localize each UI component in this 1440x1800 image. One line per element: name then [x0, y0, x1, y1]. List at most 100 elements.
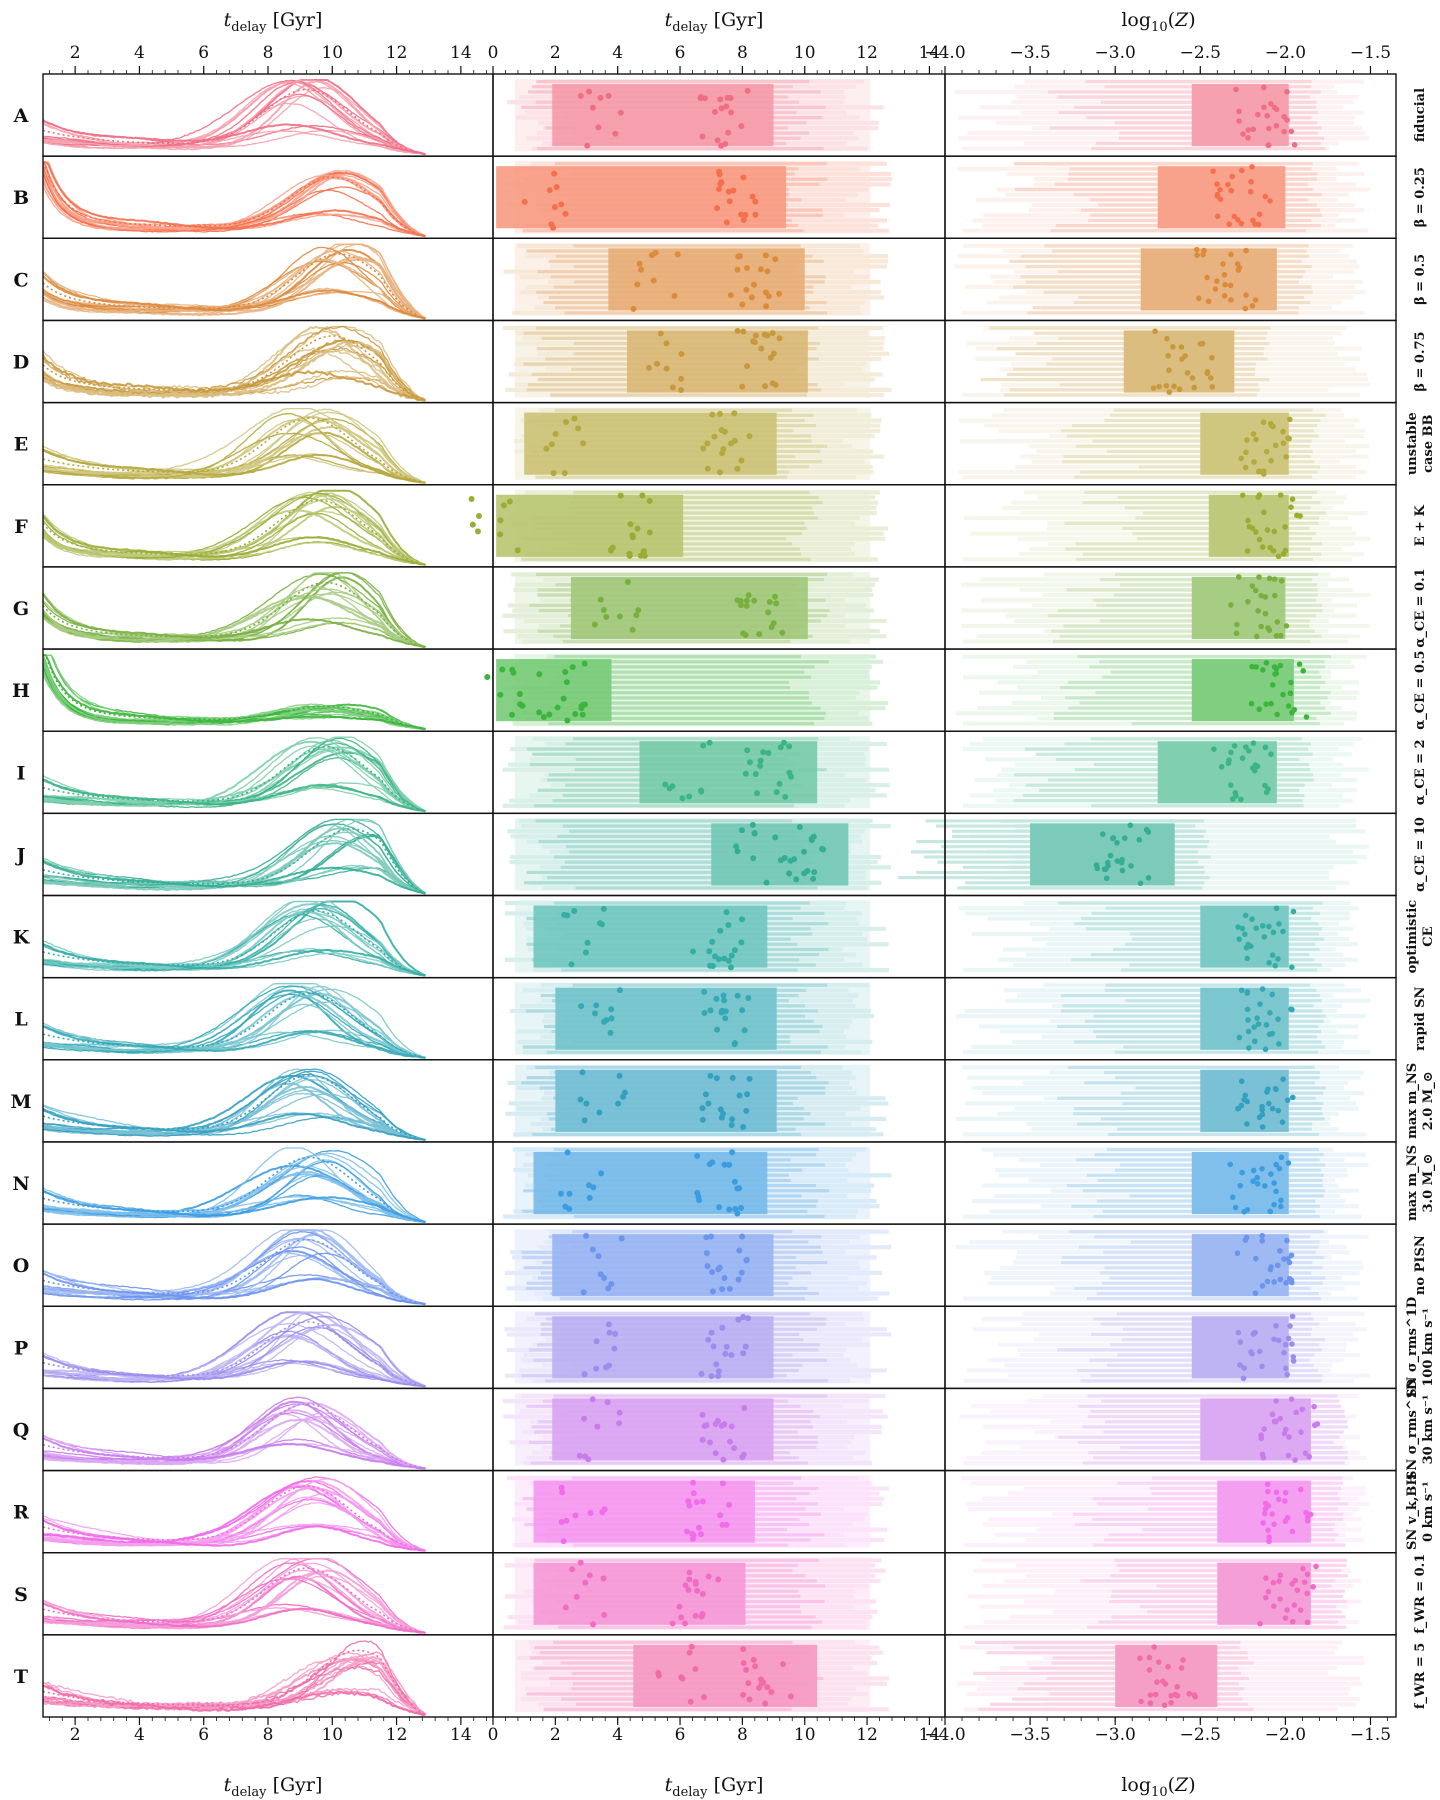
delay-curves-O [43, 1229, 426, 1306]
z-median-point [1228, 187, 1235, 194]
delay-curve [43, 79, 426, 155]
z-median-point [1234, 621, 1240, 628]
delay-curve [43, 818, 426, 895]
median-point [616, 987, 623, 994]
z-median-point [1299, 1406, 1306, 1413]
median-point [699, 1611, 706, 1618]
median-point [626, 550, 633, 557]
median-point [686, 793, 693, 800]
z-median-point [1251, 1038, 1258, 1045]
median-point [575, 425, 582, 432]
z-median-point [1311, 1403, 1317, 1410]
median-point [707, 1007, 714, 1014]
z-median-point [1166, 389, 1173, 395]
median-point [705, 1336, 712, 1343]
median-point [600, 905, 607, 912]
z-median-point [1277, 1203, 1284, 1210]
z-median-point [1256, 574, 1262, 580]
median-point [732, 1206, 739, 1213]
z-median-point [1237, 1339, 1244, 1345]
z-median-point [1289, 1313, 1296, 1320]
z-median-point [1217, 186, 1223, 193]
median-point [701, 1694, 708, 1701]
z-median-point [1268, 457, 1274, 464]
right-panel-frame [944, 1634, 1397, 1718]
z-median-point [1256, 492, 1263, 498]
median-point [708, 1373, 715, 1380]
z-median-point [1266, 959, 1272, 966]
median-point [739, 383, 746, 390]
z-median-point [1164, 335, 1170, 342]
median-point [706, 948, 713, 955]
z-median-point [1236, 108, 1242, 115]
z-median-point [1244, 1098, 1251, 1105]
z-median-point [1238, 167, 1245, 174]
median-point [764, 268, 771, 275]
z-median-point [1242, 931, 1248, 938]
median-point [776, 780, 783, 787]
z-bar-mid [1061, 429, 1314, 433]
delay-ranges-N [503, 1146, 892, 1220]
middle-bottom-tick-label: 6 [675, 1725, 686, 1745]
median-point [564, 1149, 571, 1156]
z-median-point [1260, 1520, 1266, 1526]
z-median-point [1275, 956, 1281, 962]
median-point [704, 465, 711, 472]
z-bar-mid [1080, 1379, 1322, 1383]
delay-curve [43, 325, 426, 402]
middle-bottom-tick-label: 8 [737, 1725, 748, 1745]
median-point [697, 1531, 704, 1538]
z-bar-mid [1092, 1497, 1341, 1501]
z-median-point [1265, 125, 1272, 132]
z-median-point [1310, 1584, 1316, 1590]
delay-curve [43, 1562, 426, 1634]
median-point [796, 823, 803, 830]
z-median-point [1258, 592, 1264, 599]
z-median-point [1304, 1619, 1311, 1626]
z-bar-mid [973, 1671, 1242, 1675]
delay-curve [43, 1418, 426, 1470]
delay-curves-R [43, 1476, 426, 1552]
z-median-point [1268, 700, 1274, 707]
z-median-point [1146, 1654, 1153, 1661]
z-median-point [1259, 1166, 1265, 1172]
z-median-point [1263, 1022, 1270, 1028]
delay-curve [43, 746, 426, 813]
z-bar-mid [1152, 1476, 1343, 1480]
z-median-point [1237, 1362, 1243, 1368]
range-bar-mid [530, 1461, 809, 1465]
left-top-tick-label: 14 [450, 43, 472, 63]
z-median-point [1267, 198, 1273, 204]
median-point [699, 1105, 706, 1112]
median-point [640, 548, 647, 555]
z-median-point [1276, 1578, 1282, 1584]
core-range-band [633, 1644, 818, 1707]
z-median-point [1259, 1451, 1266, 1458]
median-point [700, 445, 707, 452]
middle-bottom-axis-title: tdelay [Gyr] [665, 1774, 764, 1800]
median-point [746, 433, 753, 440]
z-median-point [1294, 1587, 1301, 1594]
row-letter: C [13, 269, 28, 291]
median-point [686, 1576, 693, 1583]
row-letter: I [17, 762, 26, 784]
z-median-point [1273, 665, 1280, 672]
median-point [583, 1232, 590, 1239]
median-point [652, 249, 659, 256]
median-point [500, 502, 507, 509]
delay-curve [43, 860, 426, 895]
z-median-point [1289, 964, 1295, 970]
z-median-point [1244, 990, 1250, 996]
z-bar-mid [1047, 614, 1316, 618]
median-point [468, 496, 475, 503]
z-median-point [1235, 924, 1241, 930]
row-label: unstablecase BB [1405, 412, 1436, 475]
range-bar-mid [573, 737, 819, 741]
median-point [634, 281, 641, 288]
median-point [716, 1264, 723, 1271]
z-median-point [1243, 944, 1250, 951]
